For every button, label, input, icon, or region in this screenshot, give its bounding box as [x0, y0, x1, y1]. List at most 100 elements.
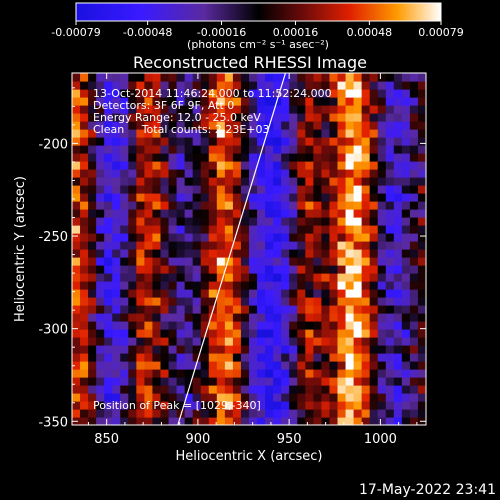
heatmap-cell [208, 81, 218, 90]
heatmap-cell [216, 337, 226, 346]
heatmap-cell [377, 353, 387, 362]
heatmap-cell [144, 97, 154, 106]
heatmap-cell [337, 97, 347, 106]
heatmap-cell [128, 361, 137, 370]
heatmap-cell [208, 161, 218, 170]
heatmap-cell [249, 401, 258, 410]
heatmap-cell [257, 337, 266, 346]
heatmap-cell [313, 417, 323, 425]
heatmap-cell [224, 353, 234, 362]
heatmap-cell [128, 233, 137, 242]
heatmap-cell [136, 313, 146, 322]
heatmap-cell [265, 89, 274, 98]
heatmap-cell [409, 329, 419, 338]
heatmap-cell [369, 273, 379, 282]
heatmap-cell [192, 313, 202, 322]
heatmap-cell [361, 177, 371, 186]
heatmap-cell [120, 297, 129, 306]
heatmap-cell [297, 353, 306, 362]
heatmap-cell [305, 337, 314, 346]
heatmap-cell [72, 401, 81, 410]
heatmap-cell [224, 241, 234, 250]
heatmap-cell [96, 329, 105, 338]
heatmap-cell [417, 273, 426, 282]
heatmap-cell [417, 105, 426, 114]
heatmap-cell [281, 129, 290, 138]
heatmap-cell [200, 289, 210, 298]
heatmap-cell [377, 209, 387, 218]
heatmap-cell [168, 201, 178, 210]
heatmap-cell [377, 145, 387, 154]
heatmap-cell [329, 265, 339, 274]
heatmap-cell [369, 121, 379, 130]
heatmap-cell [232, 353, 242, 362]
heatmap-cell [192, 73, 202, 82]
heatmap-cell [273, 73, 282, 82]
heatmap-cell [88, 225, 97, 234]
heatmap-cell [160, 185, 170, 194]
heatmap-cell [321, 113, 331, 122]
heatmap-cell [297, 241, 306, 250]
heatmap-cell [192, 225, 202, 234]
heatmap-cell [297, 289, 306, 298]
heatmap-cell [184, 393, 194, 402]
heatmap-cell [136, 377, 146, 386]
heatmap-cell [168, 409, 178, 418]
heatmap-cell [168, 305, 178, 314]
heatmap-cell [216, 113, 226, 122]
heatmap-cell [385, 257, 395, 266]
heatmap-cell [321, 281, 331, 290]
heatmap-cell [273, 249, 282, 258]
heatmap-cell [128, 321, 137, 330]
heatmap-cell [96, 297, 105, 306]
heatmap-cell [240, 137, 250, 146]
heatmap-cell [200, 321, 210, 330]
heatmap-cell [401, 385, 411, 394]
heatmap-cell [329, 105, 339, 114]
heatmap-cell [257, 265, 266, 274]
heatmap-cell [216, 121, 226, 130]
heatmap-cell [353, 89, 363, 98]
heatmap-cell [96, 289, 105, 298]
heatmap-cell [377, 305, 387, 314]
heatmap-cell [369, 81, 379, 90]
heatmap-cell [273, 385, 282, 394]
heatmap-cell [361, 281, 371, 290]
heatmap-cell [377, 81, 387, 90]
heatmap-cell [96, 337, 105, 346]
heatmap-cell [104, 73, 113, 82]
heatmap-cell [184, 297, 194, 306]
heatmap-cell [289, 105, 298, 114]
heatmap-cell [385, 385, 395, 394]
heatmap-cell [409, 89, 419, 98]
heatmap-cell [72, 145, 81, 154]
y-tick-label: -200 [38, 137, 68, 152]
heatmap-cell [361, 265, 371, 274]
heatmap-cell [112, 233, 121, 242]
heatmap-cell [96, 97, 105, 106]
heatmap-cell [345, 105, 355, 114]
heatmap-cell [305, 225, 314, 234]
heatmap-cell [377, 97, 387, 106]
heatmap-cell [176, 297, 186, 306]
heatmap-cell [72, 289, 81, 298]
heatmap-cell [417, 233, 426, 242]
heatmap-cell [200, 265, 210, 274]
heatmap-cell [377, 201, 387, 210]
heatmap-cell [216, 225, 226, 234]
heatmap-cell [104, 177, 113, 186]
heatmap-cell [88, 377, 97, 386]
heatmap-cell [136, 401, 146, 410]
heatmap-cell [176, 313, 186, 322]
heatmap-cell [265, 113, 274, 122]
heatmap-cell [112, 169, 121, 178]
heatmap-cell [232, 161, 242, 170]
heatmap-cell [240, 289, 250, 298]
heatmap-cell [216, 417, 226, 425]
heatmap-cell [208, 129, 218, 138]
heatmap-cell [257, 321, 266, 330]
heatmap-cell [385, 393, 395, 402]
heatmap-cell [361, 129, 371, 138]
heatmap-cell [417, 281, 426, 290]
heatmap-cell [232, 249, 242, 258]
